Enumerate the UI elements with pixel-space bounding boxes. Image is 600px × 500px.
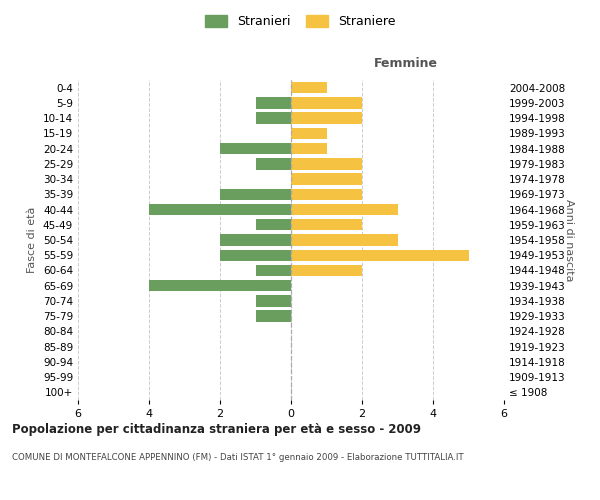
Bar (256, 97, 291, 108)
Bar (256, 158, 291, 170)
Bar (220, 234, 291, 246)
Bar (291, 128, 326, 139)
Bar (291, 158, 362, 170)
Bar (220, 143, 291, 154)
Bar (220, 188, 291, 200)
Bar (291, 82, 326, 94)
Bar (149, 280, 291, 291)
Bar (256, 219, 291, 230)
Bar (291, 97, 362, 108)
Bar (256, 112, 291, 124)
Y-axis label: Fasce di età: Fasce di età (28, 207, 37, 273)
Bar (291, 188, 362, 200)
Bar (291, 250, 469, 261)
Text: Popolazione per cittadinanza straniera per età e sesso - 2009: Popolazione per cittadinanza straniera p… (12, 422, 421, 436)
Text: Femmine: Femmine (374, 58, 438, 70)
Text: COMUNE DI MONTEFALCONE APPENNINO (FM) - Dati ISTAT 1° gennaio 2009 - Elaborazion: COMUNE DI MONTEFALCONE APPENNINO (FM) - … (12, 452, 464, 462)
Bar (256, 265, 291, 276)
Bar (291, 204, 398, 215)
Bar (256, 295, 291, 306)
Bar (291, 174, 362, 185)
Bar (291, 219, 362, 230)
Bar (291, 143, 326, 154)
Bar (291, 112, 362, 124)
Bar (220, 250, 291, 261)
Bar (291, 265, 362, 276)
Y-axis label: Anni di nascita: Anni di nascita (564, 198, 574, 281)
Legend: Stranieri, Straniere: Stranieri, Straniere (201, 11, 399, 32)
Bar (149, 204, 291, 215)
Bar (291, 234, 398, 246)
Bar (256, 310, 291, 322)
